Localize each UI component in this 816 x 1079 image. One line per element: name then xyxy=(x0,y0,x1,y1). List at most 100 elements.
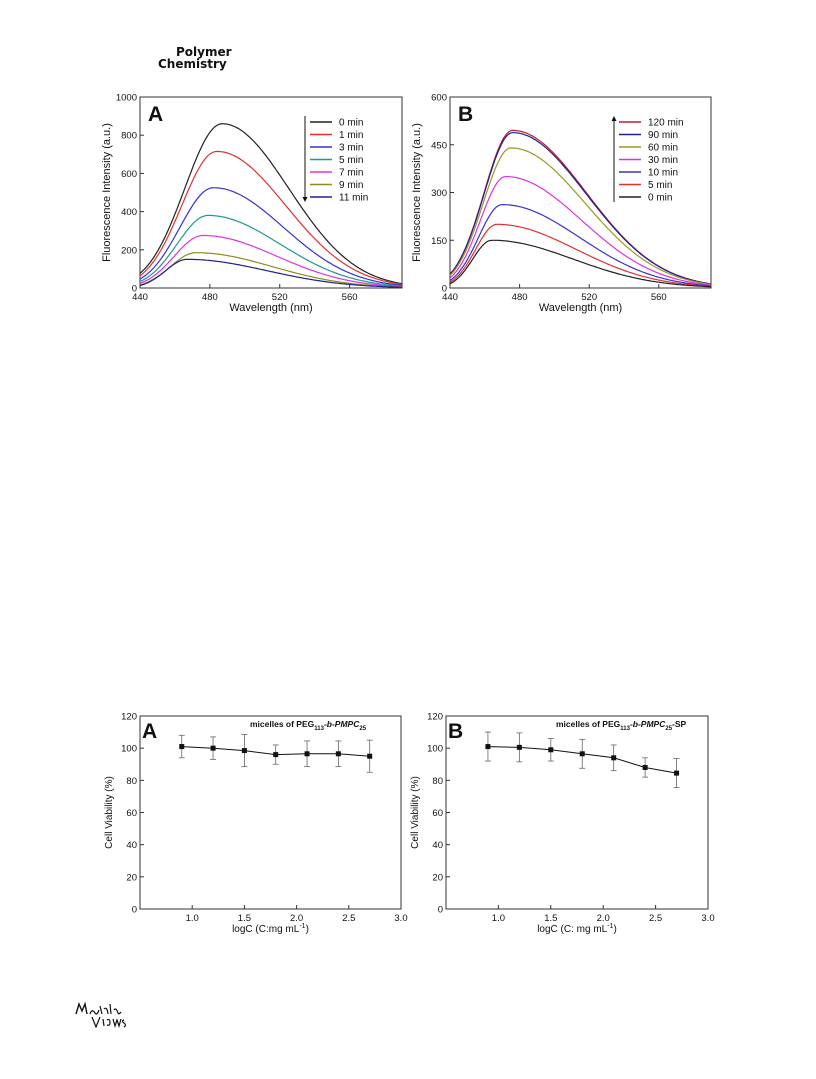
series-line-0-min xyxy=(140,123,402,285)
data-point xyxy=(516,744,522,750)
legend-arrow-head xyxy=(302,197,308,202)
data-point xyxy=(642,764,648,770)
y-tick-label: 60 xyxy=(126,808,137,819)
series-line-5-min xyxy=(450,223,711,287)
x-tick-label: 560 xyxy=(342,292,358,303)
panel-label: B xyxy=(458,103,473,126)
y-tick-label: 0 xyxy=(438,905,443,916)
legend-entry: 120 min xyxy=(648,118,684,129)
legend-entry: 1 min xyxy=(339,130,363,141)
x-tick-label: 1.0 xyxy=(492,913,505,924)
y-tick-label: 120 xyxy=(121,712,137,723)
x-tick-label: 480 xyxy=(512,292,528,303)
data-point xyxy=(304,751,310,757)
y-axis-label: Fluorescence Intensity (a.u.) xyxy=(101,123,113,262)
y-tick-label: 600 xyxy=(121,169,137,180)
x-tick-label: 560 xyxy=(651,292,667,303)
legend-entry: 60 min xyxy=(648,143,678,154)
y-tick-label: 60 xyxy=(432,808,443,819)
series-line-3-min xyxy=(140,187,402,286)
cell-viability-chart-b: 0 20 40 60 80 100 120 1.0 1.5 2.0 2.5 3.0 logC (C: m… xyxy=(406,707,728,950)
series-line-11-min xyxy=(140,258,402,288)
series-line-1-min xyxy=(140,150,402,285)
data-point xyxy=(210,745,216,751)
x-tick-label: 3.0 xyxy=(394,913,407,924)
panel-label: A xyxy=(148,103,163,126)
x-tick-label: 440 xyxy=(132,292,148,303)
cell-viability-chart-a: 0 20 40 60 80 100 120 1.0 1.5 2.0 2.5 3.0 logC (C:mg… xyxy=(100,707,421,950)
chart-annotation: micelles of PEG113-b-PMPC25 xyxy=(250,719,367,732)
legend-entry: 30 min xyxy=(648,155,678,166)
y-axis-label: Cell Viability (%) xyxy=(104,776,115,849)
y-tick-label: 120 xyxy=(427,712,443,723)
x-tick-label: 1.0 xyxy=(186,913,199,924)
legend-entry: 90 min xyxy=(648,130,678,141)
y-tick-label: 0 xyxy=(132,905,137,916)
y-tick-label: 300 xyxy=(431,188,447,199)
data-point xyxy=(335,751,341,757)
x-tick-label: 520 xyxy=(272,292,288,303)
legend-entry: 0 min xyxy=(339,118,363,129)
y-tick-label: 40 xyxy=(126,840,137,851)
x-tick-label: 2.0 xyxy=(597,913,610,924)
series-line-60-min xyxy=(450,147,711,285)
legend-entry: 11 min xyxy=(339,193,368,204)
data-point xyxy=(241,748,247,754)
x-tick-label: 1.5 xyxy=(544,913,557,924)
legend-entry: 5 min xyxy=(339,155,363,166)
plot-frame xyxy=(139,715,402,910)
data-point xyxy=(367,753,373,759)
series-line-30-min xyxy=(450,176,711,286)
data-point xyxy=(179,744,185,750)
panel-label: A xyxy=(142,720,157,743)
x-axis-label: Wavelength (nm) xyxy=(229,302,312,314)
series-line-5-min xyxy=(140,214,402,287)
x-tick-label: 440 xyxy=(442,292,458,303)
plot-frame xyxy=(445,715,709,910)
series-line-9-min xyxy=(140,252,402,288)
y-tick-label: 450 xyxy=(431,140,447,151)
x-tick-label: 1.5 xyxy=(238,913,251,924)
x-tick-label: 480 xyxy=(202,292,218,303)
x-tick-label: 2.5 xyxy=(342,913,355,924)
data-point xyxy=(548,747,554,753)
legend-entry: 5 min xyxy=(648,180,672,191)
y-tick-label: 100 xyxy=(427,744,443,755)
y-tick-label: 80 xyxy=(432,776,443,787)
legend-entry: 7 min xyxy=(339,168,363,179)
legend-entry: 10 min xyxy=(648,168,678,179)
y-tick-label: 1000 xyxy=(116,93,137,104)
data-point xyxy=(674,770,680,776)
legend-entry: 9 min xyxy=(339,180,363,191)
y-tick-label: 400 xyxy=(121,207,137,218)
series-line-7-min xyxy=(140,234,402,288)
plot-frame xyxy=(139,96,403,289)
x-tick-label: 2.0 xyxy=(290,913,303,924)
y-tick-label: 0 xyxy=(442,284,447,295)
x-axis-label: logC (C:mg mL-1) xyxy=(232,923,309,935)
journal-name-line2: Chemistry xyxy=(158,57,227,71)
chart-annotation: micelles of PEG113-b-PMPC25-SP xyxy=(556,719,687,732)
series-line-0-min xyxy=(450,239,711,288)
x-tick-label: 3.0 xyxy=(701,913,714,924)
y-tick-label: 800 xyxy=(121,131,137,142)
publisher-logo xyxy=(75,1001,127,1028)
series-line-10-min xyxy=(450,204,711,287)
y-tick-label: 600 xyxy=(431,93,447,104)
y-tick-label: 150 xyxy=(431,236,447,247)
y-tick-label: 0 xyxy=(132,284,137,295)
legend-entry: 0 min xyxy=(648,193,672,204)
fluorescence-chart-a: 0 200 400 600 800 1000 440 480 520 560 Wavelength … xyxy=(100,88,422,329)
series-line-90-min xyxy=(450,132,711,285)
data-point xyxy=(273,752,279,758)
y-tick-label: 40 xyxy=(432,840,443,851)
x-axis-label: Wavelength (nm) xyxy=(539,302,622,314)
y-tick-label: 200 xyxy=(121,245,137,256)
legend-arrow-head xyxy=(611,116,617,121)
data-point xyxy=(611,755,617,761)
y-tick-label: 100 xyxy=(121,744,137,755)
y-axis-label: Fluorescence Intensity (a.u.) xyxy=(411,123,423,262)
x-tick-label: 520 xyxy=(581,292,597,303)
fluorescence-chart-b: 0 150 300 450 600 440 480 520 560 Wavelength (nm)… xyxy=(410,88,731,329)
journal-name: Polymer Chemistry xyxy=(158,46,232,70)
